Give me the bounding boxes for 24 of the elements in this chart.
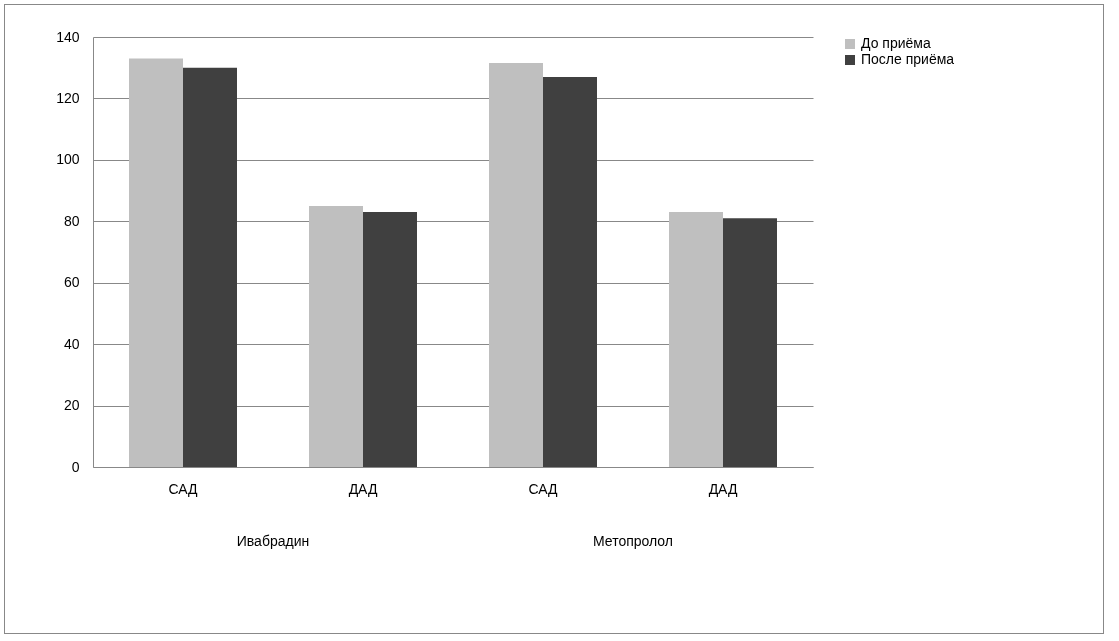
- x-tick-label: ДАД: [708, 480, 738, 497]
- bar: [363, 212, 417, 467]
- bar: [723, 218, 777, 467]
- text: Метопролол: [592, 533, 674, 549]
- legend-label: До приёма: [861, 35, 931, 51]
- bar: [309, 205, 363, 467]
- y-tick-label: 40: [63, 335, 80, 352]
- x-tick-label: ДАД: [348, 480, 378, 497]
- y-tick-label: 100: [56, 151, 80, 168]
- y-tick-label: 0: [71, 458, 80, 475]
- y-tick-label: 140: [56, 28, 80, 45]
- text: Ивабрадин: [236, 533, 310, 549]
- y-tick-label: 80: [63, 212, 80, 229]
- bar: [543, 76, 597, 467]
- y-tick-label: 120: [56, 89, 80, 106]
- legend-label: После приёма: [861, 51, 955, 67]
- bar: [669, 212, 723, 467]
- y-tick-label: 20: [63, 397, 80, 414]
- bar: [183, 67, 237, 467]
- bar: [129, 58, 183, 467]
- bar: [489, 63, 543, 467]
- y-tick-label: 60: [63, 274, 80, 291]
- x-tick-label: САД: [168, 480, 199, 497]
- x-tick-label: САД: [528, 480, 559, 497]
